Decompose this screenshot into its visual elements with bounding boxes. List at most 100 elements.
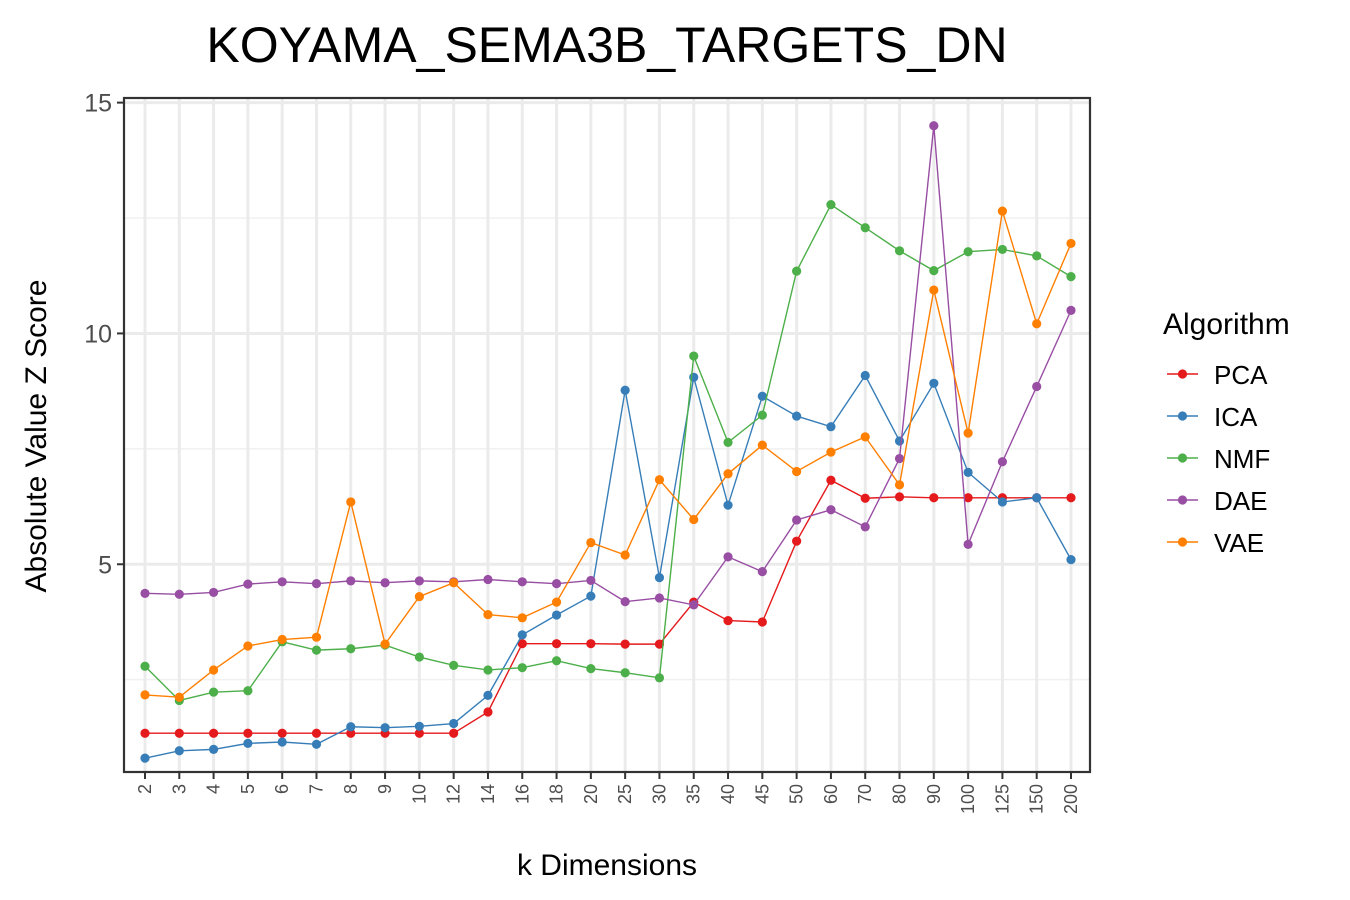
series-line xyxy=(144,374,1072,759)
data-point xyxy=(586,663,596,674)
x-tick-label: 8 xyxy=(341,784,361,794)
x-tick-label: 50 xyxy=(787,784,807,804)
data-point xyxy=(757,410,767,420)
data-point xyxy=(1032,319,1042,329)
x-tick-label: 150 xyxy=(1027,784,1047,814)
data-point xyxy=(346,722,356,732)
legend: PCA ICA NMF DAE VAE xyxy=(1167,360,1270,558)
data-point xyxy=(1066,305,1076,315)
data-point xyxy=(517,630,527,640)
data-point xyxy=(826,505,836,515)
data-point xyxy=(174,692,184,702)
legend-label: NMF xyxy=(1214,444,1270,474)
data-point xyxy=(929,285,939,295)
legend-label: ICA xyxy=(1214,402,1258,432)
data-point xyxy=(414,652,424,662)
x-tick-label: 30 xyxy=(649,784,669,804)
legend-item-vae: VAE xyxy=(1167,528,1264,558)
plot-border xyxy=(122,96,1092,774)
x-tick-label: 10 xyxy=(409,784,429,804)
data-point xyxy=(483,609,493,620)
data-point xyxy=(654,639,665,649)
data-point xyxy=(894,480,905,490)
data-point xyxy=(140,690,150,700)
x-tick-label: 25 xyxy=(615,784,635,804)
data-point xyxy=(586,639,596,649)
data-point xyxy=(826,422,836,432)
x-tick-label: 200 xyxy=(1061,784,1081,814)
x-tick-label: 40 xyxy=(718,784,738,804)
legend-key-point xyxy=(1177,495,1188,505)
data-point xyxy=(311,645,322,655)
data-point xyxy=(826,475,836,485)
data-point xyxy=(243,686,253,696)
data-point xyxy=(1032,493,1042,503)
data-point xyxy=(620,668,630,678)
data-point xyxy=(860,370,870,381)
x-tick-label: 20 xyxy=(581,784,601,804)
data-point xyxy=(346,576,356,586)
data-point xyxy=(654,593,665,603)
x-tick-label: 80 xyxy=(890,784,910,804)
data-point xyxy=(586,575,596,586)
data-point xyxy=(894,492,905,502)
data-point xyxy=(689,600,699,610)
data-point xyxy=(792,466,802,477)
series-vae xyxy=(140,206,1076,702)
x-tick-label: 4 xyxy=(204,784,224,794)
data-point xyxy=(483,707,493,717)
legend-key-point xyxy=(1177,369,1188,379)
data-point xyxy=(414,591,424,602)
data-point xyxy=(243,738,253,748)
data-point xyxy=(517,577,527,587)
data-point xyxy=(140,728,150,738)
data-point xyxy=(723,437,733,447)
data-point xyxy=(929,493,939,503)
x-tick-label: 5 xyxy=(238,784,258,794)
y-tick-label: 5 xyxy=(98,551,112,579)
x-tick-label: 125 xyxy=(992,784,1012,814)
data-point xyxy=(792,411,802,421)
legend-key-point xyxy=(1177,411,1188,421)
x-tick-label: 90 xyxy=(924,784,944,804)
data-point xyxy=(551,610,562,620)
series-line xyxy=(144,210,1072,698)
data-point xyxy=(792,515,802,525)
grid xyxy=(124,98,1090,772)
data-point xyxy=(277,737,287,747)
data-point xyxy=(243,641,253,651)
data-point xyxy=(963,493,973,503)
y-axis-title: Absolute Value Z Score xyxy=(20,280,53,593)
data-point xyxy=(551,579,562,589)
data-point xyxy=(517,639,527,649)
x-tick-label: 45 xyxy=(752,784,772,804)
data-point xyxy=(757,440,767,450)
data-point xyxy=(689,514,699,525)
data-point xyxy=(586,591,596,601)
data-point xyxy=(929,121,939,131)
data-point xyxy=(963,539,973,550)
data-point xyxy=(689,351,699,361)
data-point xyxy=(346,497,356,507)
data-point xyxy=(723,552,733,562)
series-ica xyxy=(140,370,1076,763)
x-tick-label: 6 xyxy=(272,784,292,794)
data-point xyxy=(1032,251,1042,261)
legend-item-nmf: NMF xyxy=(1167,444,1270,474)
data-point xyxy=(1066,493,1076,503)
data-point xyxy=(174,746,184,756)
series-line xyxy=(144,125,1072,606)
x-tick-label: 16 xyxy=(512,784,532,804)
data-point xyxy=(208,587,219,598)
data-point xyxy=(997,497,1008,507)
x-tick-label: 12 xyxy=(444,784,464,804)
data-point xyxy=(620,385,630,395)
data-point xyxy=(208,687,219,697)
data-point xyxy=(620,639,630,649)
data-point xyxy=(243,579,253,589)
x-tick-label: 14 xyxy=(478,784,498,804)
data-point xyxy=(380,578,390,588)
data-point xyxy=(757,567,767,577)
legend-item-ica: ICA xyxy=(1167,402,1258,432)
x-tick-label: 3 xyxy=(169,784,189,794)
